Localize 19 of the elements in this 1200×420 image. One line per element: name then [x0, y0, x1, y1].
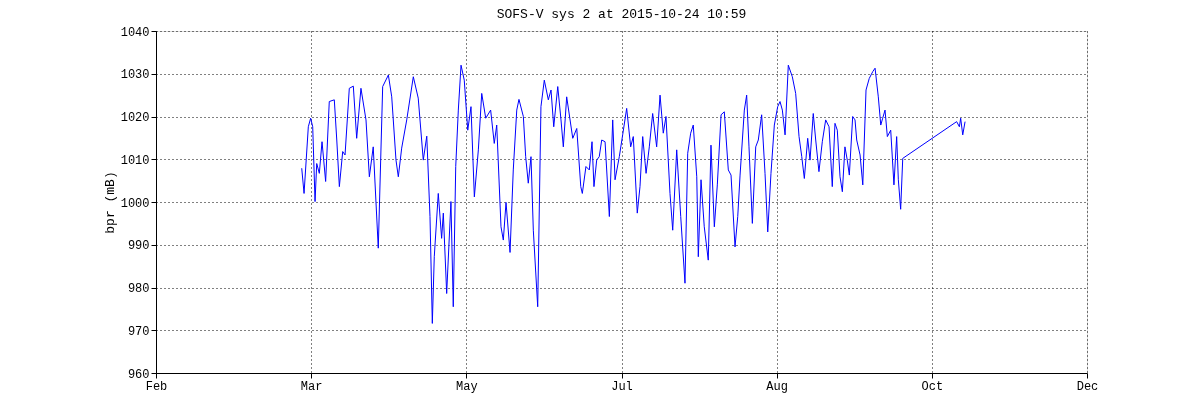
- x-tick-label: Mar: [300, 379, 323, 394]
- y-tick-label: 980: [127, 282, 150, 296]
- x-tick-label: May: [456, 379, 478, 394]
- y-tick-label: 1010: [120, 153, 150, 168]
- x-tick-label: Jul: [611, 379, 633, 394]
- x-tick-label: Feb: [145, 379, 168, 394]
- y-tick-label: 1040: [120, 25, 150, 40]
- chart-title: SOFS-V sys 2 at 2015-10-24 10:59: [496, 7, 747, 22]
- y-tick-label: 970: [127, 324, 150, 339]
- x-tick-label: Dec: [1076, 379, 1099, 394]
- y-tick-label: 1000: [120, 196, 150, 211]
- x-tick-label: Oct: [921, 379, 944, 394]
- y-tick-label: 1020: [120, 111, 150, 125]
- y-tick-label: 1030: [120, 68, 150, 83]
- line-series: [301, 64, 966, 324]
- y-axis-title: bpr (mB): [102, 171, 118, 234]
- y-tick-label: 960: [127, 367, 150, 382]
- x-tick-label: Aug: [766, 379, 788, 394]
- y-tick-label: 990: [127, 239, 150, 254]
